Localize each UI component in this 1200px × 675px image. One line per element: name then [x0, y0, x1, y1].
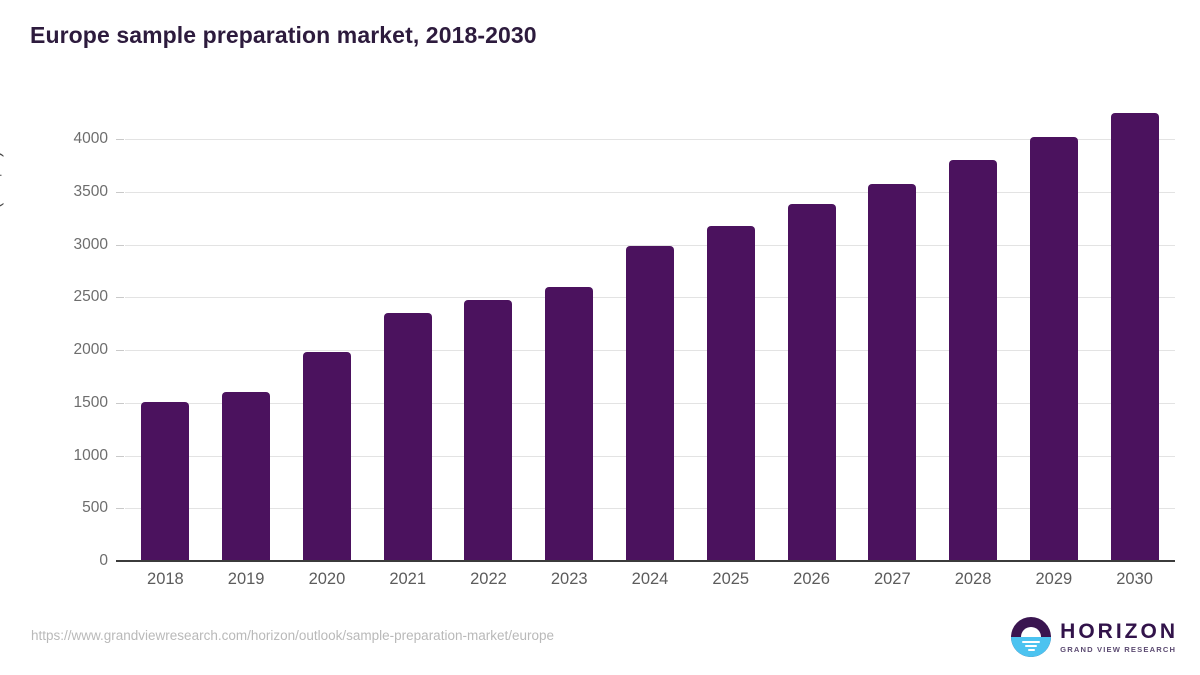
logo-tagline: GRAND VIEW RESEARCH [1060, 644, 1177, 654]
y-tick-label: 3500 [73, 182, 108, 200]
gridline [125, 244, 1175, 246]
bar-2018[interactable] [141, 401, 190, 561]
y-tick-label: 2000 [73, 341, 108, 358]
bar-2027[interactable] [868, 184, 917, 561]
page-title: Europe sample preparation market, 2018-2… [30, 22, 537, 48]
y-tick-label: 4000 [73, 130, 108, 147]
x-tick-label-2024: 2024 [631, 570, 669, 588]
bar-2020[interactable] [302, 352, 351, 561]
x-tick-label-2023: 2023 [550, 570, 588, 588]
y-tick-label: 500 [82, 499, 108, 517]
y-tick-label: 3000 [73, 235, 108, 253]
logo-text: HORIZON GRAND VIEW RESEARCH [1060, 621, 1178, 654]
horizon-logo: HORIZON GRAND VIEW RESEARCH [1011, 617, 1178, 657]
y-tick-label: 2500 [73, 288, 108, 306]
gridline [125, 191, 1175, 193]
x-tick-label-2026: 2026 [793, 570, 830, 588]
bar-2024[interactable] [626, 245, 674, 561]
logo-ray-1 [1022, 641, 1041, 643]
logo-water-half [1011, 637, 1052, 657]
logo-ray-2 [1025, 645, 1038, 647]
logo-sun-dome [1021, 627, 1042, 637]
x-tick-label-2022: 2022 [470, 570, 507, 588]
bar-2023[interactable] [545, 286, 594, 561]
bar-2026[interactable] [787, 204, 836, 561]
x-tick-label-2019: 2019 [227, 570, 265, 588]
horizon-sunrise-icon [1011, 617, 1052, 657]
x-tick-label-2018: 2018 [147, 570, 184, 588]
y-tick-mark [116, 508, 124, 510]
x-tick-label-2027: 2027 [873, 570, 911, 588]
bar-2028[interactable] [949, 160, 998, 561]
bar-2019[interactable] [222, 392, 271, 561]
x-tick-label-2025: 2025 [712, 570, 750, 588]
y-tick-mark [116, 244, 124, 246]
x-tick-label-2020: 2020 [308, 570, 346, 588]
bar-2029[interactable] [1029, 136, 1078, 561]
bar-2030[interactable] [1110, 112, 1159, 561]
x-tick-label-2021: 2021 [389, 570, 427, 588]
x-axis-line [116, 560, 1175, 562]
y-axis-title: Market Size (US$M) [0, 151, 4, 300]
y-tick-mark [116, 191, 124, 193]
x-tick-label-2028: 2028 [954, 570, 992, 588]
y-tick-label: 1500 [73, 393, 108, 411]
bar-2021[interactable] [383, 313, 432, 561]
y-tick-mark [116, 139, 124, 140]
y-tick-mark [116, 402, 124, 404]
bar-2025[interactable] [706, 225, 755, 561]
bar-2022[interactable] [464, 300, 513, 561]
gridline [125, 139, 1175, 140]
y-tick-label: 1000 [73, 446, 108, 464]
y-tick-label: 0 [99, 552, 108, 569]
chart-plot-wrapper: Market Size (US$M) 0 500 1000 1500 2000 2500 3… [0, 112, 1175, 588]
y-tick-mark [116, 297, 124, 299]
x-tick-label-2029: 2029 [1035, 570, 1073, 588]
logo-wordmark: HORIZON [1060, 619, 1178, 643]
plot-area [125, 112, 1175, 562]
y-tick-mark [116, 350, 124, 351]
x-tick-label-2030: 2030 [1116, 570, 1153, 588]
source-url[interactable]: https://www.grandviewresearch.com/horizo… [31, 628, 554, 643]
y-tick-mark [116, 455, 124, 457]
logo-ray-3 [1027, 649, 1035, 651]
